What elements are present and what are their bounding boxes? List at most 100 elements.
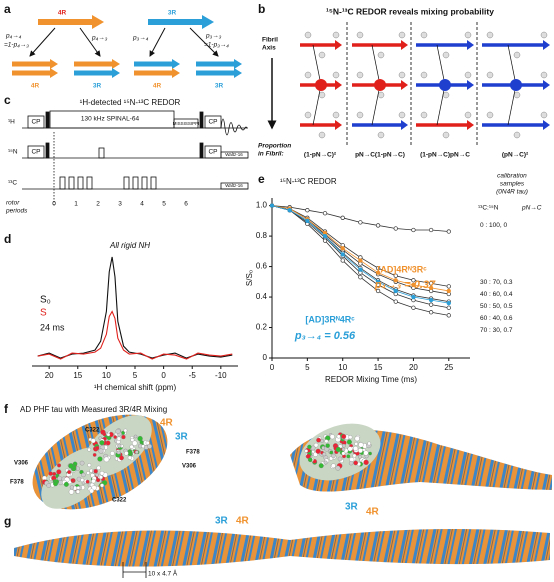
residue — [420, 71, 428, 79]
atom — [307, 457, 313, 463]
atom — [110, 451, 115, 456]
data-point — [446, 313, 451, 318]
data-point — [446, 288, 451, 294]
block-label: CP — [31, 119, 40, 126]
isoform-label: 3R — [93, 83, 102, 90]
residue-label: V306 — [182, 464, 197, 470]
panel-title: AD PHF tau with Measured 3R/4R Mixing — [20, 405, 167, 414]
y-tick-label: 0.2 — [256, 323, 268, 332]
panel-label: b — [258, 2, 265, 16]
isoform-label: 4R — [160, 418, 174, 429]
labeled-site — [510, 79, 522, 91]
residue — [332, 31, 340, 39]
strand-head — [335, 120, 342, 130]
atom — [335, 465, 341, 471]
channel-label: ¹⁵N — [8, 149, 18, 156]
atom — [68, 463, 74, 469]
data-point — [322, 238, 328, 243]
atom — [103, 456, 110, 463]
residue — [356, 71, 364, 79]
atom — [97, 456, 103, 462]
strand-head — [467, 80, 474, 90]
residue — [464, 71, 472, 79]
isoform-label: 4R — [236, 516, 250, 527]
y-axis-label: S/S₀ — [245, 270, 254, 286]
residue — [442, 51, 450, 59]
atom — [353, 460, 358, 466]
residue — [332, 111, 340, 119]
x-tick-label: 5 — [133, 371, 138, 380]
data-point — [340, 246, 345, 251]
atom — [352, 453, 357, 458]
atom — [341, 443, 346, 448]
atom — [353, 446, 359, 452]
proportion-term: (1-pN→C)pN→C — [420, 152, 470, 159]
atom — [98, 448, 104, 454]
strand-head — [401, 120, 408, 130]
residue-label: F378 — [186, 450, 200, 456]
atom — [102, 432, 107, 437]
atom — [63, 481, 69, 487]
legend-label: 60 : 40, 0.6 — [480, 315, 513, 322]
atom — [307, 444, 312, 450]
atom — [341, 434, 347, 439]
data-point — [428, 310, 434, 315]
atom — [96, 465, 101, 470]
atom — [92, 453, 97, 457]
atom — [145, 441, 150, 445]
legend-label: 40 : 60, 0.4 — [480, 291, 513, 298]
residue — [377, 91, 385, 99]
atom — [313, 442, 319, 448]
data-point — [428, 302, 434, 307]
atom — [124, 451, 129, 456]
residue — [486, 111, 494, 119]
residue — [318, 51, 326, 59]
atom — [57, 463, 62, 468]
data-point — [375, 279, 381, 284]
column-header: (0N4R tau) — [496, 189, 528, 196]
x-tick-label: 15 — [73, 371, 82, 380]
panel-b-art — [300, 22, 550, 145]
atom — [363, 450, 369, 456]
residue — [513, 51, 521, 59]
channel-label: ¹H — [8, 119, 15, 126]
data-point — [375, 265, 381, 271]
panel-label: g — [4, 514, 11, 528]
atom — [337, 456, 343, 462]
atom — [346, 439, 352, 445]
probability: p₄→₄ — [5, 33, 22, 40]
dipolar-coupling — [507, 44, 517, 86]
atom — [315, 448, 321, 454]
atom — [116, 450, 121, 455]
labeled-site — [315, 79, 327, 91]
data-point — [375, 288, 381, 294]
atom — [123, 428, 128, 433]
dipolar-coupling — [507, 84, 517, 126]
column-header: calibration — [497, 173, 527, 180]
residue — [356, 111, 364, 119]
channel-label: ¹³C — [8, 180, 17, 187]
atom — [68, 489, 75, 495]
atom — [113, 435, 117, 439]
y-tick-label: 1.0 — [256, 201, 268, 210]
strand-head — [543, 120, 550, 130]
residue-label: C322 — [112, 498, 127, 504]
rotor-period: 4 — [140, 201, 144, 208]
atom — [100, 483, 105, 488]
strand-head — [543, 80, 550, 90]
rotor-period: 3 — [118, 201, 122, 208]
atom — [115, 428, 121, 434]
isoform-label: 3R — [215, 516, 229, 527]
y-tick-label: 0.4 — [256, 292, 268, 301]
atom — [129, 444, 134, 449]
atom — [331, 463, 336, 469]
atom — [346, 454, 351, 459]
residue — [464, 111, 472, 119]
panel-title: ¹⁵N-¹³C REDOR reveals mixing probability — [326, 6, 494, 16]
data-point — [269, 203, 275, 208]
legend-label: 30 : 70, 0.3 — [480, 279, 513, 286]
panel-label: e — [258, 172, 265, 186]
column-header: ¹³C:¹⁵N — [478, 205, 499, 212]
atom — [147, 443, 153, 449]
dipolar-coupling — [312, 84, 322, 126]
